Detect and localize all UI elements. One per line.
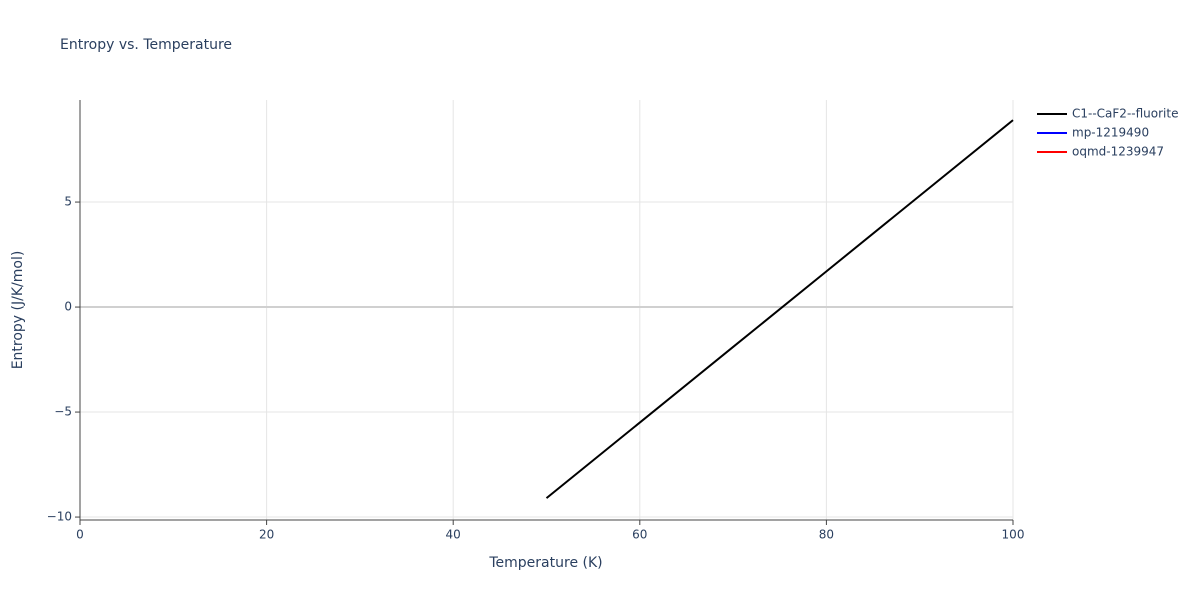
x-tick-label: 60 bbox=[632, 528, 647, 542]
x-tick-label: 100 bbox=[1002, 528, 1025, 542]
y-tick-label: −10 bbox=[47, 510, 72, 524]
legend-label: oqmd-1239947 bbox=[1072, 145, 1164, 159]
x-tick-label: 0 bbox=[76, 528, 84, 542]
legend-label: C1--CaF2--fluorite bbox=[1072, 107, 1178, 121]
chart-title: Entropy vs. Temperature bbox=[60, 37, 232, 53]
y-axis-title: Entropy (J/K/mol) bbox=[10, 251, 26, 370]
x-tick-label: 40 bbox=[446, 528, 461, 542]
x-tick-label: 80 bbox=[819, 528, 834, 542]
series-line bbox=[545, 119, 1014, 499]
legend-label: mp-1219490 bbox=[1072, 126, 1149, 140]
y-tick-label: −5 bbox=[54, 405, 72, 419]
x-tick-label: 20 bbox=[259, 528, 274, 542]
x-axis-title: Temperature (K) bbox=[488, 555, 602, 571]
y-tick-label: 0 bbox=[64, 300, 72, 314]
y-tick-label: 5 bbox=[64, 195, 72, 209]
